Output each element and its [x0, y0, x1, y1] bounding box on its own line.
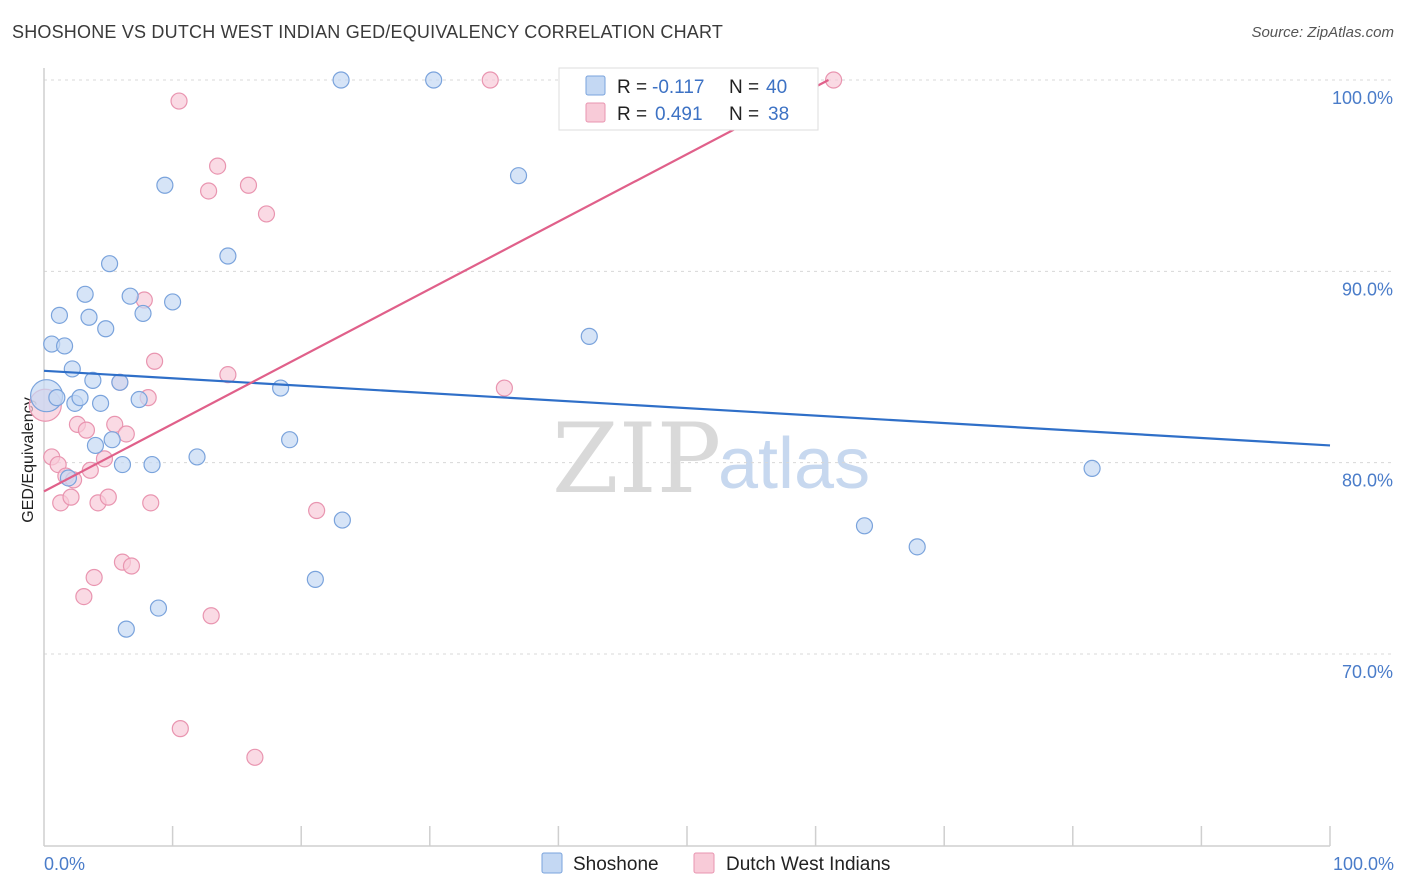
- point-shoshone: [48, 389, 66, 407]
- point-shoshone: [164, 293, 182, 311]
- point-dutch: [246, 748, 264, 766]
- series-legend-label-shoshone: Shoshone: [573, 854, 659, 875]
- point-dutch: [77, 421, 96, 439]
- point-dutch: [62, 488, 80, 506]
- point-dutch: [219, 366, 237, 384]
- point-shoshone: [63, 360, 81, 378]
- point-shoshone: [306, 570, 324, 588]
- watermark-zip: ZIP: [552, 403, 721, 515]
- point-shoshone: [332, 71, 350, 89]
- series-legend-swatch-shoshone: [541, 852, 563, 874]
- point-dutch: [495, 379, 513, 397]
- gridlines: [44, 79, 1394, 655]
- point-shoshone: [509, 167, 528, 185]
- point-shoshone: [219, 247, 237, 265]
- legend-r-label-dutch: R =: [617, 104, 647, 125]
- legend-n-label-shoshone: N =: [729, 77, 759, 98]
- point-dutch: [142, 494, 160, 512]
- point-dutch: [481, 71, 499, 89]
- x-tick-label-max: 100.0%: [1333, 854, 1394, 874]
- point-shoshone: [113, 455, 132, 474]
- point-shoshone: [84, 371, 102, 389]
- trend-lines: [43, 79, 1331, 493]
- legend-swatch-dutch: [585, 102, 606, 123]
- point-dutch: [145, 352, 164, 370]
- point-shoshone: [188, 448, 206, 466]
- point-shoshone: [76, 285, 94, 303]
- legend-r-value-dutch: 0.491: [655, 104, 703, 125]
- point-shoshone: [1083, 459, 1101, 478]
- point-shoshone: [71, 389, 89, 407]
- point-shoshone: [103, 431, 121, 449]
- trend-line-shoshone: [43, 369, 1331, 447]
- point-shoshone: [97, 320, 115, 338]
- point-shoshone: [855, 517, 874, 535]
- y-tick-label-90: 90.0%: [1342, 279, 1393, 299]
- chart-title: SHOSHONE VS DUTCH WEST INDIAN GED/EQUIVA…: [12, 22, 724, 42]
- series-legend-label-dutch: Dutch West Indians: [726, 854, 890, 875]
- legend-n-label-dutch: N =: [729, 104, 759, 125]
- x-tick-label-min: 0.0%: [44, 854, 85, 874]
- point-shoshone: [50, 306, 69, 324]
- source-credit: Source: ZipAtlas.com: [1251, 24, 1394, 41]
- point-dutch: [170, 92, 188, 110]
- point-shoshone: [333, 511, 351, 529]
- point-dutch: [85, 568, 103, 587]
- point-dutch: [99, 488, 117, 506]
- point-shoshone: [55, 337, 74, 355]
- point-shoshone: [117, 620, 135, 638]
- point-shoshone: [86, 436, 105, 455]
- point-shoshone: [91, 394, 110, 412]
- point-shoshone: [100, 255, 119, 273]
- point-shoshone: [908, 538, 926, 556]
- point-shoshone: [80, 308, 98, 326]
- legend-n-value-dutch: 38: [768, 104, 789, 125]
- y-tick-label-70: 70.0%: [1342, 662, 1393, 682]
- point-dutch: [200, 182, 218, 200]
- point-shoshone: [425, 71, 443, 89]
- stats-legend: R = -0.117 N = 40 R = 0.491 N = 38: [558, 67, 819, 131]
- legend-r-label-shoshone: R =: [617, 77, 647, 98]
- watermark-atlas: atlas: [718, 424, 870, 504]
- point-dutch: [257, 205, 276, 223]
- trend-line-dutch: [43, 79, 829, 493]
- point-dutch: [239, 176, 258, 194]
- y-tick-label-100: 100.0%: [1332, 88, 1393, 108]
- point-dutch: [122, 557, 141, 575]
- point-dutch: [75, 587, 93, 606]
- legend-n-value-shoshone: 40: [766, 77, 787, 98]
- point-shoshone: [272, 379, 290, 397]
- series-legend-swatch-dutch: [693, 852, 715, 874]
- point-dutch: [308, 501, 326, 520]
- point-shoshone: [130, 390, 148, 409]
- y-axis-label: GED/Equivalency: [20, 397, 37, 522]
- point-dutch: [171, 720, 189, 738]
- series-legend: Shoshone Dutch West Indians: [541, 852, 890, 875]
- point-dutch: [209, 157, 227, 175]
- point-shoshone: [143, 455, 161, 474]
- legend-r-value-shoshone: -0.117: [652, 77, 704, 98]
- y-axis-tick-labels: 70.0% 80.0% 90.0% 100.0%: [1332, 88, 1393, 682]
- x-axis-ticks: [171, 826, 1331, 846]
- point-shoshone: [580, 327, 598, 345]
- legend-swatch-shoshone: [585, 75, 606, 96]
- point-dutch: [825, 71, 843, 89]
- data-points: [28, 71, 1101, 766]
- point-shoshone: [111, 373, 129, 391]
- point-dutch: [202, 607, 220, 625]
- point-shoshone: [156, 176, 174, 194]
- point-shoshone: [281, 431, 299, 449]
- watermark: ZIP atlas: [552, 403, 870, 515]
- point-shoshone: [121, 287, 139, 305]
- point-shoshone: [149, 599, 168, 617]
- y-tick-label-80: 80.0%: [1342, 471, 1393, 491]
- point-shoshone: [134, 304, 152, 323]
